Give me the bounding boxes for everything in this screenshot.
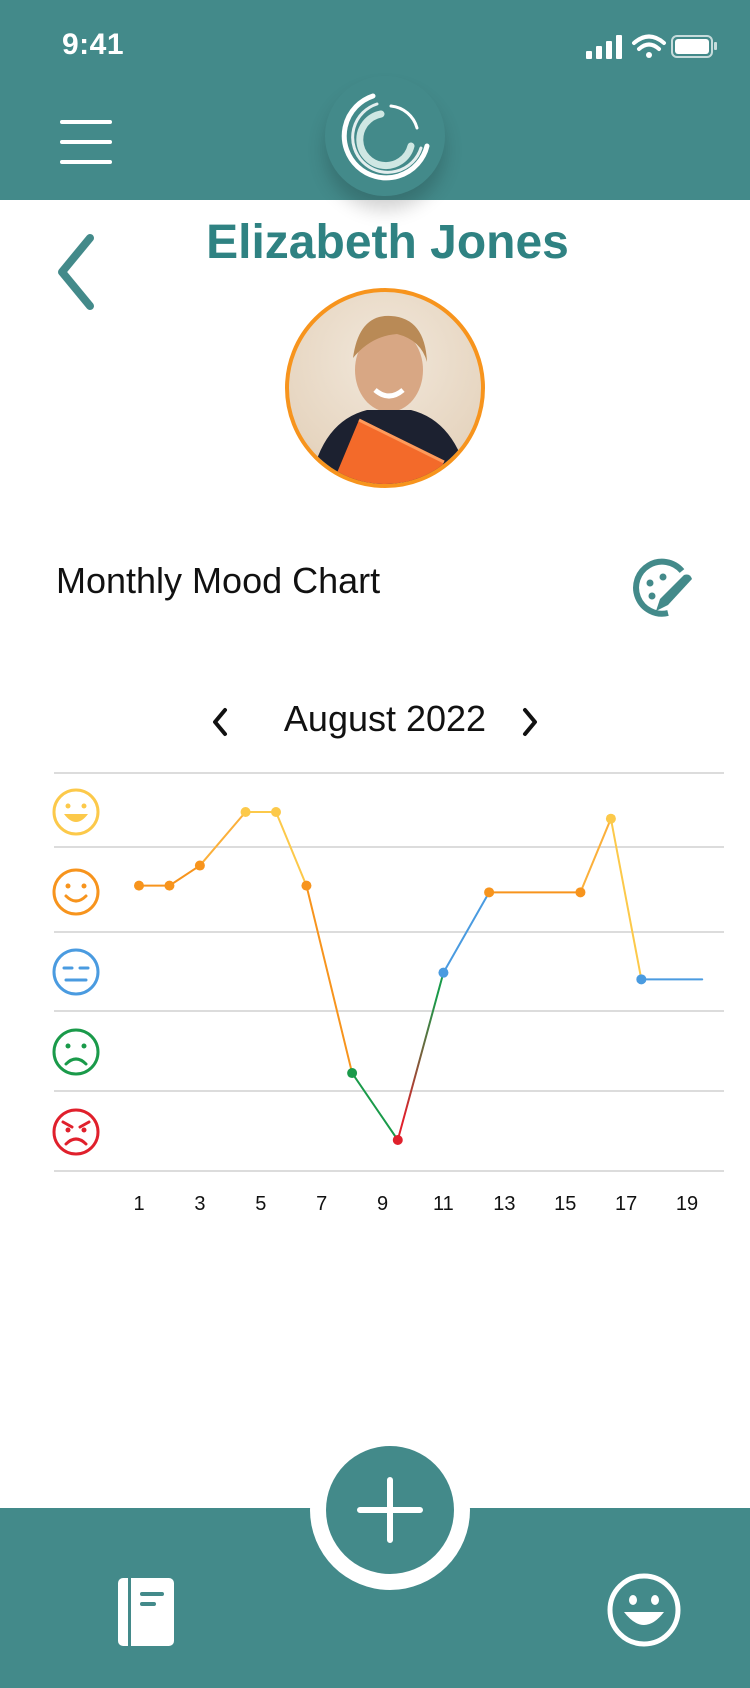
status-time: 9:41 (62, 28, 125, 61)
prev-month-button[interactable] (205, 702, 235, 742)
plus-icon (357, 1477, 423, 1543)
status-bar: 9:41 (0, 0, 750, 90)
mood-line-segment (579, 817, 612, 894)
mood-point[interactable] (636, 974, 647, 985)
app-header (0, 90, 750, 200)
mood-points (134, 807, 647, 1145)
back-button[interactable] (52, 232, 100, 312)
x-tick-label: 5 (255, 1193, 266, 1215)
mood-point[interactable] (194, 860, 205, 871)
avatar[interactable] (285, 288, 485, 488)
mood-line-segment (609, 817, 643, 981)
section-title: Monthly Mood Chart (56, 560, 381, 601)
month-navigator: August 2022 (0, 698, 750, 744)
mood-point[interactable] (347, 1068, 358, 1079)
mood-line-segment (442, 891, 491, 974)
mood-line-segment (396, 971, 445, 1141)
mood-line-segment (198, 811, 247, 867)
mood-scale (52, 788, 100, 1156)
smiley-face-icon (607, 1573, 681, 1647)
hamburger-menu-icon (60, 120, 112, 124)
sad-icon (52, 1028, 100, 1076)
mood-chart: 1 3 5 7 9 11 13 15 17 19 (52, 772, 724, 1215)
mood-point[interactable] (605, 813, 616, 824)
mood-point[interactable] (484, 887, 495, 898)
edit-mood-icon (633, 558, 692, 617)
mood-line-segment (168, 864, 201, 887)
mood-point[interactable] (575, 887, 586, 898)
status-icons (586, 34, 717, 59)
app-logo[interactable] (325, 76, 445, 196)
chart-grid (54, 772, 724, 1172)
x-tick-label: 15 (554, 1193, 576, 1215)
x-tick-label: 1 (133, 1193, 144, 1215)
mood-point[interactable] (271, 807, 281, 817)
mood-button[interactable] (606, 1572, 682, 1648)
mood-line-segment (351, 1072, 399, 1141)
mood-line-segment (305, 884, 354, 1075)
menu-line (60, 160, 112, 164)
x-tick-label: 11 (433, 1193, 454, 1215)
next-month-button[interactable] (515, 702, 545, 742)
journal-button[interactable] (116, 1576, 176, 1648)
mood-point[interactable] (164, 880, 175, 891)
chevron-right-icon (523, 708, 537, 736)
mood-line (138, 811, 704, 1141)
wifi-icon (632, 34, 666, 58)
menu-line (60, 140, 112, 144)
x-tick-label: 3 (194, 1193, 205, 1215)
cellular-signal-icon (586, 35, 622, 59)
x-tick-label: 13 (493, 1193, 515, 1215)
angry-icon (52, 1108, 100, 1156)
chevron-left-icon (213, 708, 227, 736)
mood-point[interactable] (438, 967, 449, 978)
chevron-left-icon (58, 234, 94, 310)
edit-mood-button[interactable] (630, 555, 696, 621)
profile-name: Elizabeth Jones (206, 216, 569, 269)
x-tick-label: 17 (615, 1193, 637, 1215)
add-entry-button[interactable] (326, 1446, 454, 1574)
profile-photo (310, 315, 470, 484)
mood-point[interactable] (301, 880, 312, 891)
journal-icon (118, 1578, 174, 1646)
month-label: August 2022 (283, 698, 487, 739)
menu-button[interactable] (60, 120, 112, 164)
mood-line-segment (275, 811, 308, 887)
mood-point[interactable] (134, 880, 144, 891)
neutral-icon (52, 948, 100, 996)
happy-icon (52, 868, 100, 916)
x-axis-ticks: 1 3 5 7 9 11 13 15 17 19 (133, 1193, 698, 1215)
battery-icon (671, 35, 717, 58)
mood-point[interactable] (240, 807, 251, 817)
very-happy-icon (52, 788, 100, 836)
app-logo-icon (341, 93, 430, 181)
x-tick-label: 19 (676, 1193, 698, 1215)
x-tick-label: 7 (316, 1193, 327, 1215)
mood-point[interactable] (392, 1135, 403, 1145)
x-tick-label: 9 (377, 1193, 388, 1215)
